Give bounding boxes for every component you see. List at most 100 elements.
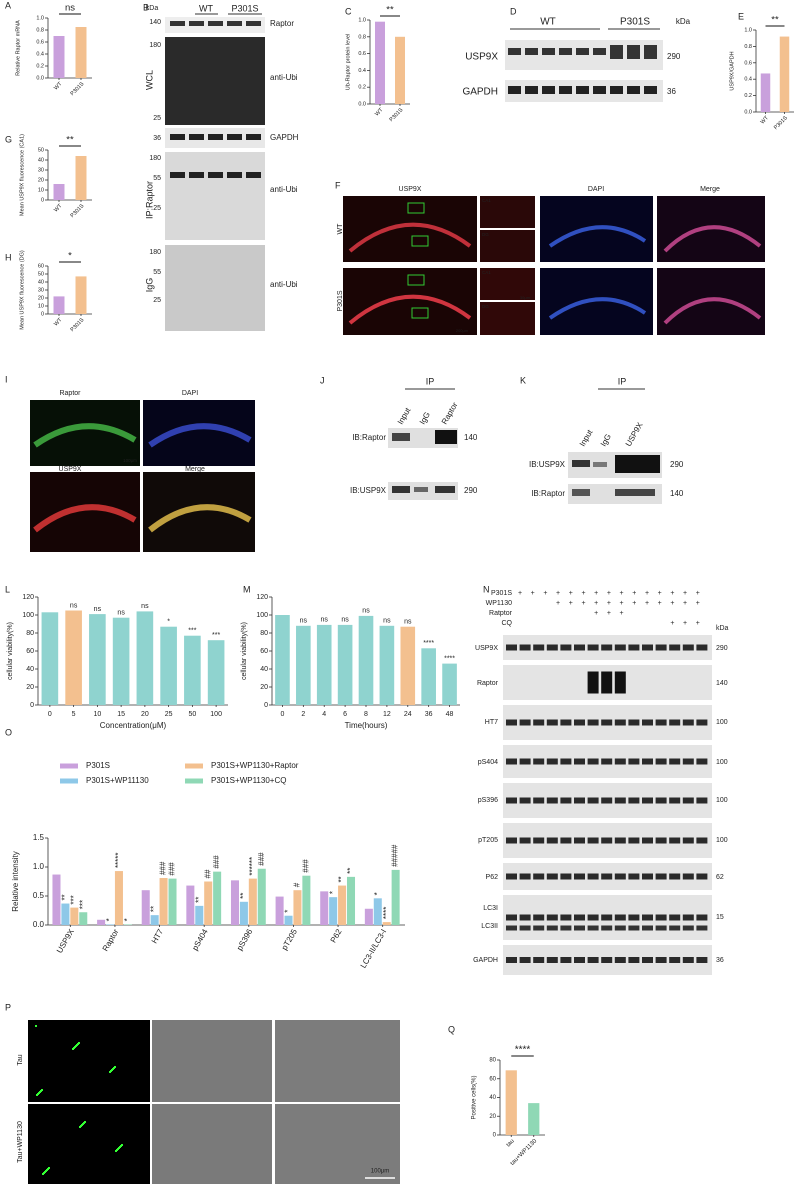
label: IP:Raptor xyxy=(144,181,154,219)
y-tick-label: 50 xyxy=(38,147,44,153)
label: P301S xyxy=(337,290,344,311)
blot-band xyxy=(533,925,545,931)
bar xyxy=(284,915,293,925)
blot-band xyxy=(587,644,599,651)
blot-band xyxy=(628,925,640,931)
annotation: ns xyxy=(341,617,349,624)
y-tick-label: 120 xyxy=(256,594,268,601)
blot-band xyxy=(627,86,640,94)
annotation: ##### xyxy=(391,844,400,867)
annotation: ** xyxy=(66,135,74,146)
label: 100 xyxy=(716,719,728,726)
tissue xyxy=(33,423,137,448)
annotation: **** xyxy=(444,655,455,662)
x-axis-label: Time(hours) xyxy=(345,721,388,730)
tissue xyxy=(348,222,472,253)
tissue xyxy=(548,225,647,248)
bar xyxy=(195,905,204,925)
inset-box xyxy=(411,307,429,319)
label: WT xyxy=(337,223,344,235)
label: + xyxy=(581,600,585,607)
blot-band xyxy=(628,644,640,651)
tissue xyxy=(148,423,252,448)
blot-band xyxy=(574,873,585,880)
image xyxy=(28,1020,150,1102)
annotation: ** xyxy=(771,15,779,26)
blot-band xyxy=(628,837,640,844)
label: Merge xyxy=(185,466,205,473)
dot xyxy=(78,1042,80,1044)
label: 62 xyxy=(716,874,724,881)
y-tick-label: 120 xyxy=(22,594,34,601)
blot-band xyxy=(533,957,545,963)
label: USP9X xyxy=(59,466,82,473)
label: USP9X xyxy=(624,420,645,448)
inset-box xyxy=(411,235,429,247)
blot-band xyxy=(614,914,626,921)
blot-band xyxy=(682,914,694,921)
blot-band xyxy=(642,873,653,880)
x-tick-label: pS404 xyxy=(190,927,210,952)
label: + xyxy=(531,590,535,597)
bar xyxy=(52,874,61,925)
bar xyxy=(97,919,106,925)
blot-band xyxy=(227,172,242,178)
x-tick-label: 6 xyxy=(343,711,347,718)
label: 180 xyxy=(149,249,161,256)
blot xyxy=(165,245,265,331)
blot-band xyxy=(696,925,708,931)
blot-band xyxy=(576,48,589,55)
label: + xyxy=(696,620,700,627)
y-axis-label: Relative intensity xyxy=(11,851,20,911)
label: 100μm xyxy=(371,1169,389,1175)
image xyxy=(343,268,477,335)
y-tick-label: 0.2 xyxy=(358,85,366,91)
x-tick-label: 15 xyxy=(117,711,125,718)
panel-letter: K xyxy=(520,375,526,385)
blot-band xyxy=(682,797,694,804)
blot-band xyxy=(587,797,599,804)
blot-band xyxy=(189,134,204,140)
y-tick-label: 0.8 xyxy=(36,27,44,33)
blot-band xyxy=(560,758,572,765)
blot-band xyxy=(560,957,572,963)
blot-band xyxy=(696,797,708,804)
x-tick-label: 10 xyxy=(93,711,101,718)
y-tick-label: 0 xyxy=(264,702,268,709)
label: P301S xyxy=(231,3,258,13)
blot-band xyxy=(682,873,694,880)
label: DAPI xyxy=(182,390,198,397)
y-tick-label: 1.0 xyxy=(36,15,44,21)
blot-band xyxy=(587,837,599,844)
label: P62 xyxy=(486,874,499,881)
label: + xyxy=(658,600,662,607)
blot-band xyxy=(696,957,708,963)
annotation: ### xyxy=(301,859,310,873)
bar xyxy=(316,624,332,705)
annotation: ** xyxy=(194,897,203,903)
bar xyxy=(79,912,88,925)
annotation: ** xyxy=(386,5,394,16)
label: + xyxy=(569,590,573,597)
bar xyxy=(293,890,302,925)
blot-band xyxy=(593,86,606,94)
blot-band xyxy=(682,925,694,931)
bar xyxy=(112,617,130,705)
label: 30μm xyxy=(520,295,531,300)
y-tick-label: 20 xyxy=(489,1114,496,1120)
annotation: * xyxy=(373,892,382,895)
annotation: ### xyxy=(159,861,168,875)
annotation: ### xyxy=(257,852,266,866)
annotation: ## xyxy=(203,869,212,878)
tissue xyxy=(663,297,762,325)
label: WCL xyxy=(144,70,154,90)
blot-band xyxy=(227,134,242,140)
x-tick-label: 24 xyxy=(404,711,412,718)
blot-band xyxy=(533,914,545,921)
label: 140 xyxy=(464,433,478,442)
bar xyxy=(160,626,177,705)
panel-letter: N xyxy=(483,584,490,594)
label: WP1130 xyxy=(486,600,512,607)
blot-band xyxy=(542,86,555,94)
blot-band xyxy=(587,719,599,726)
